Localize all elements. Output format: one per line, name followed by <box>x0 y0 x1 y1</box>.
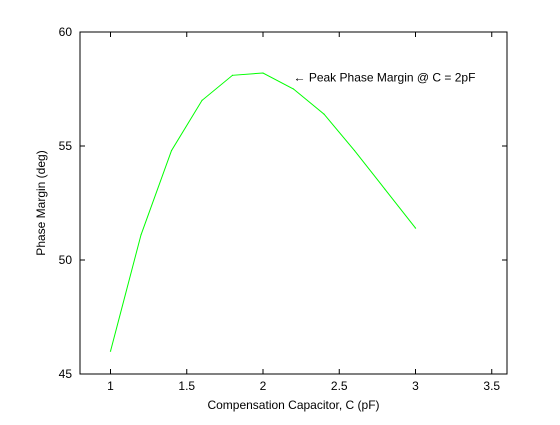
x-tick-label: 2 <box>260 379 267 393</box>
peak-annotation: ← Peak Phase Margin @ C = 2pF <box>294 71 476 85</box>
data-point <box>231 74 234 76</box>
data-point <box>140 234 142 236</box>
y-tick-label: 50 <box>59 253 73 267</box>
x-tick-label: 1 <box>107 379 114 393</box>
y-tick-label: 45 <box>59 367 73 381</box>
x-axis-ticks: 1 1.5 2 2.5 3 3.5 <box>107 32 500 393</box>
data-point <box>170 149 173 152</box>
data-point <box>201 99 203 101</box>
x-axis-label: Compensation Capacitor, C (pF) <box>207 398 379 412</box>
annotations-group: ← Peak Phase Margin @ C = 2pF <box>294 71 476 85</box>
x-tick-label: 3 <box>412 379 419 393</box>
data-point <box>323 113 325 115</box>
series-group <box>109 72 417 352</box>
y-axis-label: Phase Margin (deg) <box>34 150 48 255</box>
x-tick-label: 3.5 <box>483 379 500 393</box>
y-tick-label: 55 <box>59 139 73 153</box>
data-point <box>414 227 417 229</box>
y-tick-label: 60 <box>59 25 73 39</box>
x-tick-label: 2.5 <box>331 379 348 393</box>
data-point <box>353 149 356 152</box>
data-point <box>262 72 264 74</box>
data-point <box>292 88 295 90</box>
data-point <box>109 350 112 352</box>
data-point <box>384 188 386 190</box>
y-axis-ticks: 45 50 55 60 <box>59 25 507 381</box>
x-tick-label: 1.5 <box>178 379 195 393</box>
